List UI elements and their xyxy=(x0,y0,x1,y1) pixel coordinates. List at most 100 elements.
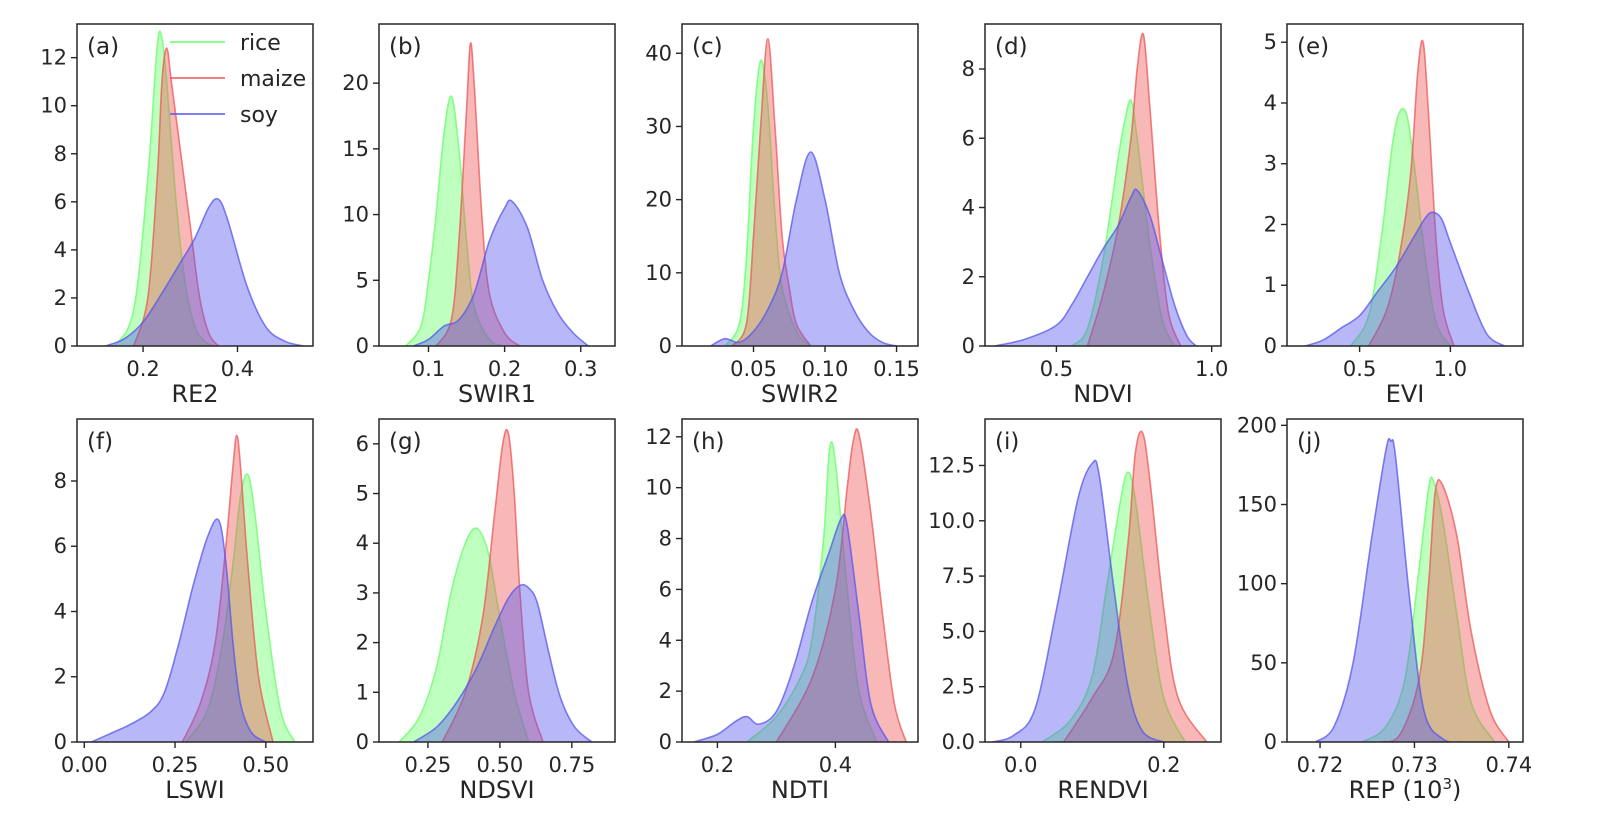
axes-frame-a xyxy=(76,23,314,347)
axes-frame-f xyxy=(76,418,314,743)
density-line-rice xyxy=(746,441,878,742)
density-area-maize xyxy=(776,428,907,742)
panel-h: 0.2 0.4 0 2 4 6 8 10 12 NDTI (h) xyxy=(645,418,919,804)
plot-area-i xyxy=(991,430,1208,742)
x-tick-label-f: 0.50 xyxy=(242,753,289,777)
axes-frame-g xyxy=(378,418,616,743)
y-tick-label-i: 10.0 xyxy=(928,509,975,533)
density-area-rice xyxy=(1362,477,1495,742)
x-axis-label-f: LSWI xyxy=(165,776,224,804)
y-tick-label-f: 0 xyxy=(54,730,67,754)
plot-area-j xyxy=(1314,437,1510,742)
y-tick-label-j: 100 xyxy=(1237,572,1277,596)
y-tick-label-j: 50 xyxy=(1250,651,1277,675)
x-tick-label-j: 0.73 xyxy=(1391,753,1438,777)
y-tick-label-h: 6 xyxy=(659,577,672,601)
density-line-rice xyxy=(1349,107,1452,346)
density-area-soy xyxy=(413,200,589,346)
y-tick-label-c: 20 xyxy=(645,188,672,212)
y-tick-label-e: 0 xyxy=(1264,334,1277,358)
y-tick-label-e: 2 xyxy=(1264,212,1277,236)
x-tick-label-j: 0.74 xyxy=(1485,753,1532,777)
x-axis-label-j: REP (103) xyxy=(1349,775,1462,804)
y-tick-label-e: 5 xyxy=(1264,30,1277,54)
legend-label-soy: soy xyxy=(240,103,278,128)
x-tick-label-g: 0.50 xyxy=(476,753,523,777)
density-line-soy xyxy=(1314,437,1462,742)
x-tick-label-b: 0.2 xyxy=(488,357,521,381)
x-axis-label-c: SWIR2 xyxy=(761,380,839,408)
plot-area-b xyxy=(405,42,589,346)
panel-label-a: (a) xyxy=(87,34,119,60)
y-tick-label-a: 6 xyxy=(54,190,67,214)
density-area-soy xyxy=(91,519,266,742)
y-tick-label-e: 1 xyxy=(1264,273,1277,297)
density-area-soy xyxy=(994,189,1197,346)
y-tick-label-d: 2 xyxy=(962,265,975,289)
panel-c: 0.05 0.10 0.15 0 10 20 30 40 SWIR2 (c) xyxy=(645,23,920,408)
y-tick-label-h: 4 xyxy=(659,628,672,652)
density-line-soy xyxy=(710,151,897,346)
density-line-soy xyxy=(693,513,890,742)
axes-frame-e xyxy=(1286,23,1524,347)
y-tick-label-d: 4 xyxy=(962,196,975,220)
x-tick-label-j: 0.72 xyxy=(1297,753,1344,777)
y-tick-label-h: 2 xyxy=(659,679,672,703)
x-tick-label-h: 0.2 xyxy=(701,753,734,777)
y-tick-label-b: 5 xyxy=(356,268,369,292)
y-tick-label-g: 2 xyxy=(356,631,369,655)
y-tick-label-b: 15 xyxy=(342,137,369,161)
density-line-rice xyxy=(114,30,215,346)
panel-g: 0.25 0.50 0.75 0 1 2 3 4 5 6 NDSVI (g) xyxy=(356,418,616,804)
x-tick-label-d: 1.0 xyxy=(1195,357,1228,381)
panel-i: 0.0 0.2 0.0 2.5 5.0 7.5 10.0 12.5 RENDVI (i) xyxy=(928,418,1222,804)
x-tick-label-f: 0.25 xyxy=(152,753,199,777)
x-tick-label-e: 0.5 xyxy=(1343,357,1376,381)
plot-area-c xyxy=(710,37,897,346)
legend: rice maize soy xyxy=(170,31,306,128)
y-tick-label-c: 30 xyxy=(645,114,672,138)
density-line-maize xyxy=(731,37,812,346)
density-area-soy xyxy=(1315,438,1462,742)
y-tick-label-d: 6 xyxy=(962,126,975,150)
y-tick-label-g: 5 xyxy=(356,482,369,506)
axes-frame-c xyxy=(681,23,919,347)
density-line-soy xyxy=(413,583,593,742)
density-area-rice xyxy=(1071,99,1175,346)
y-tick-label-i: 0.0 xyxy=(942,730,975,754)
y-tick-label-a: 4 xyxy=(54,238,67,262)
y-tick-label-i: 5.0 xyxy=(942,619,975,643)
x-tick-label-g: 0.25 xyxy=(405,753,452,777)
y-tick-label-a: 10 xyxy=(40,94,67,118)
x-tick-label-h: 0.4 xyxy=(819,753,852,777)
y-tick-label-c: 10 xyxy=(645,261,672,285)
panel-j: 0.72 0.73 0.74 0 50 100 150 200 REP (103) (j) xyxy=(1237,413,1532,804)
density-line-maize xyxy=(132,47,220,346)
density-line-maize xyxy=(775,428,907,742)
density-line-soy xyxy=(91,518,267,742)
density-line-soy xyxy=(105,197,304,346)
x-axis-label-e: EVI xyxy=(1386,380,1425,408)
x-tick-label-a: 0.4 xyxy=(221,357,254,381)
density-area-soy xyxy=(105,198,304,346)
density-area-soy xyxy=(992,460,1164,742)
x-tick-label-e: 1.0 xyxy=(1434,357,1467,381)
y-tick-label-h: 8 xyxy=(659,527,672,551)
y-tick-label-i: 2.5 xyxy=(942,675,975,699)
plot-area-d xyxy=(994,32,1197,346)
plot-area-a xyxy=(105,30,304,346)
axes-frame-d xyxy=(984,23,1222,347)
y-tick-label-c: 0 xyxy=(659,334,672,358)
density-area-rice xyxy=(746,441,877,742)
density-area-rice xyxy=(1042,472,1186,742)
density-line-maize xyxy=(1062,430,1208,742)
y-tick-label-a: 0 xyxy=(54,334,67,358)
density-area-rice xyxy=(405,96,505,346)
x-axis-label-h: NDTI xyxy=(771,776,829,804)
y-tick-label-j: 200 xyxy=(1237,413,1277,437)
density-area-maize xyxy=(1063,431,1207,742)
density-line-rice xyxy=(185,473,296,742)
y-tick-label-b: 0 xyxy=(356,334,369,358)
axes-frame-j xyxy=(1286,418,1524,743)
density-line-maize xyxy=(435,42,521,346)
